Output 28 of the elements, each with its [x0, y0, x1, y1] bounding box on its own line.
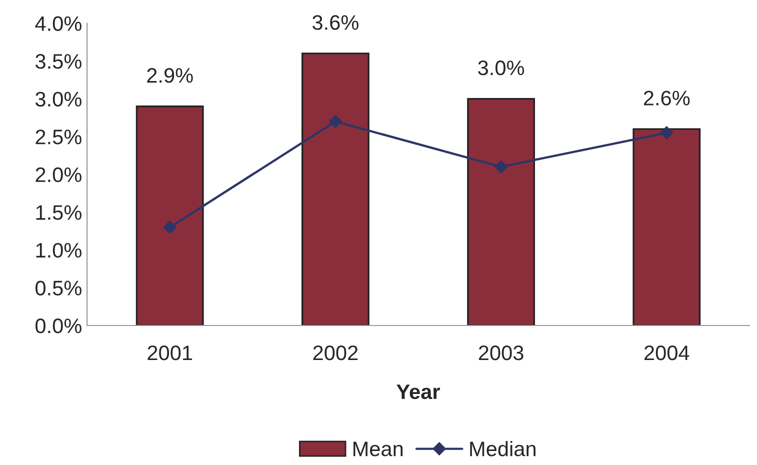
y-tick-label: 1.0% — [36, 242, 82, 258]
y-tick-label: 3.0% — [36, 92, 82, 107]
point — [328, 114, 342, 128]
data-label: 3.6% — [312, 15, 358, 30]
y-tick-label: 4.0% — [35, 16, 82, 32]
y-tick-label: 3.5% — [36, 54, 82, 69]
y-tick-label: 2.5% — [36, 130, 82, 144]
data-label: 3.0% — [478, 60, 524, 76]
legend-label: Mean — [353, 442, 403, 456]
x-axis-title: Year — [396, 384, 440, 400]
bar — [136, 106, 204, 326]
x-tick-label: 2003 — [478, 345, 524, 360]
point — [494, 160, 508, 174]
point — [163, 220, 176, 234]
bar — [467, 98, 535, 326]
bar — [632, 128, 701, 326]
x-tick-label: 2004 — [644, 345, 690, 360]
bar — [301, 52, 370, 326]
y-tick-label: 1.5% — [36, 205, 82, 220]
x-tick-label: 2001 — [148, 345, 192, 360]
y-tick-label: 2.0% — [36, 167, 82, 182]
y-tick-label: 0.0% — [36, 318, 82, 334]
data-label: 2.6% — [644, 90, 690, 106]
data-label: 2.9% — [147, 68, 193, 83]
point — [660, 126, 674, 140]
y-tick-label: 0.5% — [36, 280, 82, 296]
x-tick-label: 2002 — [313, 345, 358, 360]
legend-label: Median — [470, 440, 536, 456]
